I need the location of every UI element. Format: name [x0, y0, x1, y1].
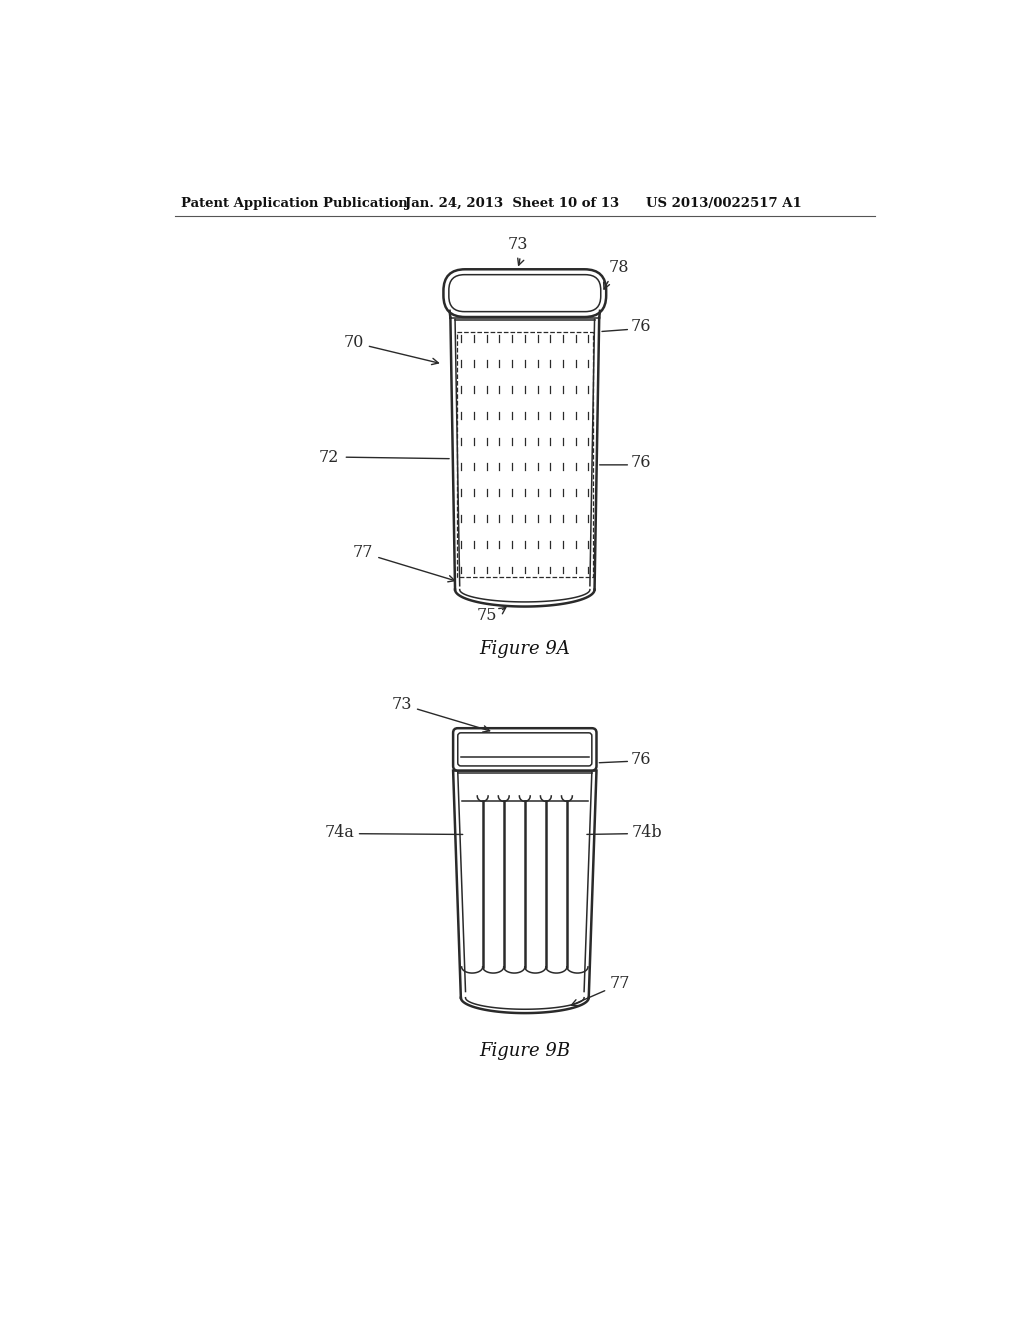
- Text: Jan. 24, 2013  Sheet 10 of 13: Jan. 24, 2013 Sheet 10 of 13: [406, 197, 620, 210]
- Text: 78: 78: [603, 259, 629, 289]
- Text: Figure 9A: Figure 9A: [479, 640, 570, 659]
- Text: 77: 77: [571, 975, 631, 1006]
- Text: 76: 76: [630, 454, 650, 471]
- Text: 73: 73: [391, 696, 489, 733]
- Text: 76: 76: [630, 751, 650, 767]
- Text: 72: 72: [318, 449, 339, 466]
- FancyBboxPatch shape: [443, 269, 606, 317]
- Text: 70: 70: [343, 334, 438, 364]
- Text: 75: 75: [477, 607, 506, 624]
- FancyBboxPatch shape: [453, 729, 597, 771]
- Text: 76: 76: [630, 318, 650, 335]
- Text: 74a: 74a: [325, 824, 354, 841]
- Text: US 2013/0022517 A1: US 2013/0022517 A1: [646, 197, 802, 210]
- Text: 73: 73: [508, 236, 528, 265]
- Text: Figure 9B: Figure 9B: [479, 1043, 570, 1060]
- Text: Patent Application Publication: Patent Application Publication: [180, 197, 408, 210]
- Text: 74b: 74b: [632, 824, 663, 841]
- Text: 77: 77: [352, 544, 455, 582]
